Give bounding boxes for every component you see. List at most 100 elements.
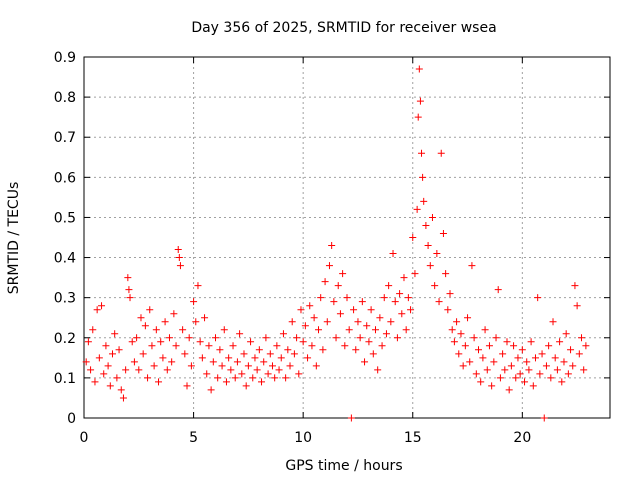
data-point	[87, 366, 95, 374]
data-point	[538, 350, 546, 358]
data-point	[194, 282, 202, 290]
data-point	[262, 334, 270, 342]
data-point	[255, 346, 263, 354]
data-point	[144, 374, 152, 382]
y-tick-label: 0	[67, 411, 76, 427]
grid	[84, 57, 610, 418]
data-point	[133, 334, 141, 342]
data-point	[325, 262, 333, 270]
data-point	[148, 342, 156, 350]
data-point	[400, 274, 408, 282]
data-point	[297, 306, 305, 314]
data-point	[334, 282, 342, 290]
data-point	[273, 342, 281, 350]
data-point	[358, 298, 366, 306]
data-point	[139, 350, 147, 358]
data-point	[236, 330, 244, 338]
y-tick-label: 0.3	[54, 291, 76, 307]
data-point	[301, 322, 309, 330]
data-point	[196, 338, 204, 346]
data-point	[157, 338, 165, 346]
data-point	[442, 270, 450, 278]
data-point	[363, 322, 371, 330]
data-point	[378, 342, 386, 350]
data-point	[468, 262, 476, 270]
data-point	[183, 382, 191, 390]
data-point	[159, 354, 167, 362]
data-point	[343, 294, 351, 302]
data-point	[496, 374, 504, 382]
data-point	[521, 378, 529, 386]
data-point	[117, 386, 125, 394]
data-point	[578, 334, 586, 342]
data-point	[352, 346, 360, 354]
data-point	[95, 354, 103, 362]
data-point	[422, 221, 430, 229]
data-point	[207, 386, 215, 394]
data-point	[113, 374, 121, 382]
data-point	[562, 330, 570, 338]
data-point	[165, 334, 173, 342]
data-point	[190, 298, 198, 306]
data-point	[501, 366, 509, 374]
data-point	[507, 362, 515, 370]
data-point	[494, 286, 502, 294]
data-point	[483, 366, 491, 374]
data-point	[371, 326, 379, 334]
data-point	[446, 290, 454, 298]
data-point	[279, 330, 287, 338]
data-point	[227, 366, 235, 374]
x-tick-label: 10	[294, 430, 312, 446]
data-point	[516, 370, 524, 378]
x-tick-label: 15	[404, 430, 422, 446]
data-point	[499, 350, 507, 358]
data-point	[299, 338, 307, 346]
data-point	[512, 374, 520, 382]
data-point	[242, 382, 250, 390]
axis-ticks: 0 0.1 0.2 0.3 0.4 0.5 0.6 0.7 0.8 0.9 0 5 10 15 20	[54, 50, 610, 446]
data-point	[527, 338, 535, 346]
data-point	[275, 366, 283, 374]
data-point	[308, 342, 316, 350]
chart-title: Day 356 of 2025, SRMTID for receiver wse…	[191, 20, 496, 36]
data-point	[439, 229, 447, 237]
data-point	[176, 262, 184, 270]
data-point	[356, 334, 364, 342]
data-point	[382, 330, 390, 338]
data-point	[503, 338, 511, 346]
data-point	[448, 326, 456, 334]
data-point	[435, 298, 443, 306]
data-point	[122, 366, 130, 374]
data-point	[172, 342, 180, 350]
data-point	[341, 342, 349, 350]
data-point	[475, 346, 482, 354]
data-point	[100, 370, 108, 378]
data-point	[295, 370, 303, 378]
data-point	[347, 414, 355, 422]
data-point	[192, 318, 200, 326]
data-point	[531, 354, 539, 362]
y-tick-label: 0.7	[54, 130, 76, 146]
data-point	[170, 310, 178, 318]
data-point	[560, 358, 568, 366]
data-point	[404, 294, 412, 302]
data-point	[185, 334, 193, 342]
data-point	[380, 294, 388, 302]
data-point	[416, 97, 424, 105]
data-point	[477, 378, 485, 386]
data-point	[247, 338, 255, 346]
data-point	[455, 350, 463, 358]
data-point	[187, 362, 195, 370]
data-point	[387, 318, 395, 326]
y-tick-label: 0.8	[54, 90, 76, 106]
data-point	[571, 282, 579, 290]
data-point	[323, 318, 331, 326]
data-point	[317, 294, 325, 302]
data-point	[312, 362, 320, 370]
data-point	[391, 298, 399, 306]
data-point	[231, 374, 239, 382]
data-point	[251, 354, 259, 362]
data-point	[115, 346, 123, 354]
y-tick-label: 0.6	[54, 170, 76, 186]
data-point	[485, 342, 493, 350]
